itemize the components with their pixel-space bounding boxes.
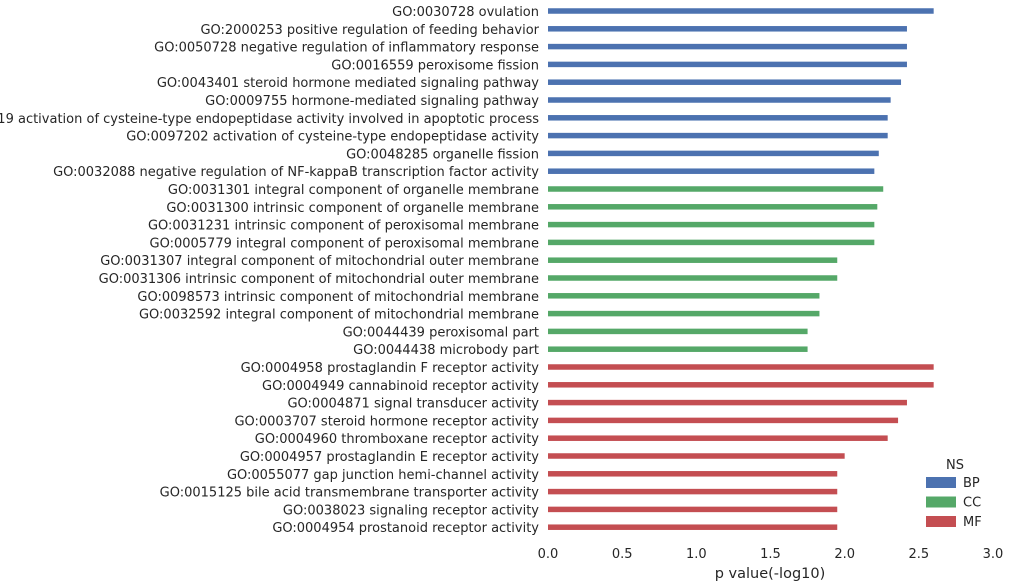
category-label: GO:2000253 positive regulation of feedin… xyxy=(200,23,539,38)
category-label: GO:0055077 gap junction hemi-channel act… xyxy=(227,468,539,483)
category-label: GO:0032592 integral component of mitocho… xyxy=(139,308,539,323)
bar-mf xyxy=(548,471,838,477)
category-label: GO:0004960 thromboxane receptor activity xyxy=(255,432,540,447)
bar-bp xyxy=(548,150,879,157)
bar-mf xyxy=(548,524,838,530)
bar-mf xyxy=(548,417,899,424)
category-label: GO:0016559 peroxisome fission xyxy=(331,58,539,73)
category-label: GO:0030728 ovulation xyxy=(392,5,539,20)
category-label: GO:0031306 intrinsic component of mitoch… xyxy=(99,272,539,287)
legend-items: BP CC MF xyxy=(926,476,982,530)
legend-swatch-cc xyxy=(926,496,956,508)
bar-cc xyxy=(548,310,820,317)
category-label: GO:0004957 prostaglandin E receptor acti… xyxy=(240,450,539,465)
bar-mf xyxy=(548,453,845,459)
category-label: GO:0031300 intrinsic component of organe… xyxy=(166,201,539,216)
bar-bp xyxy=(548,26,907,32)
bar-bp xyxy=(548,8,934,14)
category-label: GO:0004954 prostanoid receptor activity xyxy=(272,521,539,536)
x-axis-label: p value(-log10) xyxy=(715,566,826,582)
bar-bp xyxy=(548,97,891,103)
bar-bp xyxy=(548,43,907,50)
category-label: GO:0005779 integral component of peroxis… xyxy=(150,236,539,251)
bar-bp xyxy=(548,115,888,121)
bar-bp xyxy=(548,132,888,139)
legend-swatch-mf xyxy=(926,516,956,527)
x-tick-label: 0.5 xyxy=(612,547,633,562)
bars-layer xyxy=(548,8,934,530)
category-label: GO:0004871 signal transducer activity xyxy=(287,397,539,412)
category-label: GO:0097202 activation of cysteine-type e… xyxy=(126,130,539,145)
bar-cc xyxy=(548,204,878,210)
legend-label-mf: MF xyxy=(963,515,982,530)
bar-mf xyxy=(548,399,907,406)
x-axis-ticks: 0.0 0.5 1.0 1.5 2.0 2.5 3.0 xyxy=(538,547,1004,562)
category-label: GO:0032088 negative regulation of NF-kap… xyxy=(53,165,539,180)
bar-cc xyxy=(548,257,838,263)
category-labels: GO:0030728 ovulation GO:2000253 positive … xyxy=(0,5,540,536)
x-tick-label: 1.0 xyxy=(686,547,707,562)
bar-cc xyxy=(548,275,838,281)
bar-mf xyxy=(548,364,934,370)
category-label: GO:0044438 microbody part xyxy=(353,343,539,358)
x-tick-label: 0.0 xyxy=(538,547,559,562)
bar-mf xyxy=(548,435,888,441)
x-tick-label: 2.0 xyxy=(834,547,855,562)
bar-bp xyxy=(548,61,907,68)
category-label: GO:0048285 organelle fission xyxy=(346,147,539,162)
bar-cc xyxy=(548,328,808,335)
category-label: GO:0009755 hormone-mediated signaling pa… xyxy=(205,94,539,109)
bar-bp xyxy=(548,79,902,85)
category-label: GO:0050728 negative regulation of inflam… xyxy=(154,41,539,56)
category-label: GO:0031301 integral component of organel… xyxy=(168,183,539,198)
legend-label-cc: CC xyxy=(963,496,981,511)
bar-mf xyxy=(548,488,838,495)
bar-cc xyxy=(548,186,884,192)
x-tick-label: 3.0 xyxy=(983,547,1004,562)
bar-mf xyxy=(548,506,838,513)
category-label: GO:0098573 intrinsic component of mitoch… xyxy=(137,290,539,305)
x-tick-label: 2.5 xyxy=(908,547,929,562)
category-label: GO:0044439 peroxisomal part xyxy=(343,325,539,340)
category-label: GO:0015125 bile acid transmembrane trans… xyxy=(160,486,540,501)
category-label: GO:0038023 signaling receptor activity xyxy=(283,503,539,518)
legend-label-bp: BP xyxy=(963,476,980,491)
category-label: GO:0031307 integral component of mitocho… xyxy=(100,254,539,269)
x-tick-label: 1.5 xyxy=(760,547,781,562)
category-label: GO:0006919 activation of cysteine-type e… xyxy=(0,112,539,127)
bar-cc xyxy=(548,239,875,246)
bar-cc xyxy=(548,221,875,228)
legend: NS BP CC MF xyxy=(926,458,982,530)
category-label: GO:0003707 steroid hormone receptor acti… xyxy=(234,414,539,429)
category-label: GO:0004949 cannabinoid receptor activity xyxy=(262,379,539,394)
bar-cc xyxy=(548,346,808,352)
bar-bp xyxy=(548,168,875,174)
category-label: GO:0043401 steroid hormone mediated sign… xyxy=(157,76,539,91)
category-label: GO:0031231 intrinsic component of peroxi… xyxy=(148,219,539,234)
legend-title: NS xyxy=(946,458,964,473)
bar-mf xyxy=(548,382,934,388)
legend-swatch-bp xyxy=(926,477,956,488)
bar-cc xyxy=(548,293,820,299)
category-label: GO:0004958 prostaglandin F receptor acti… xyxy=(241,361,540,376)
